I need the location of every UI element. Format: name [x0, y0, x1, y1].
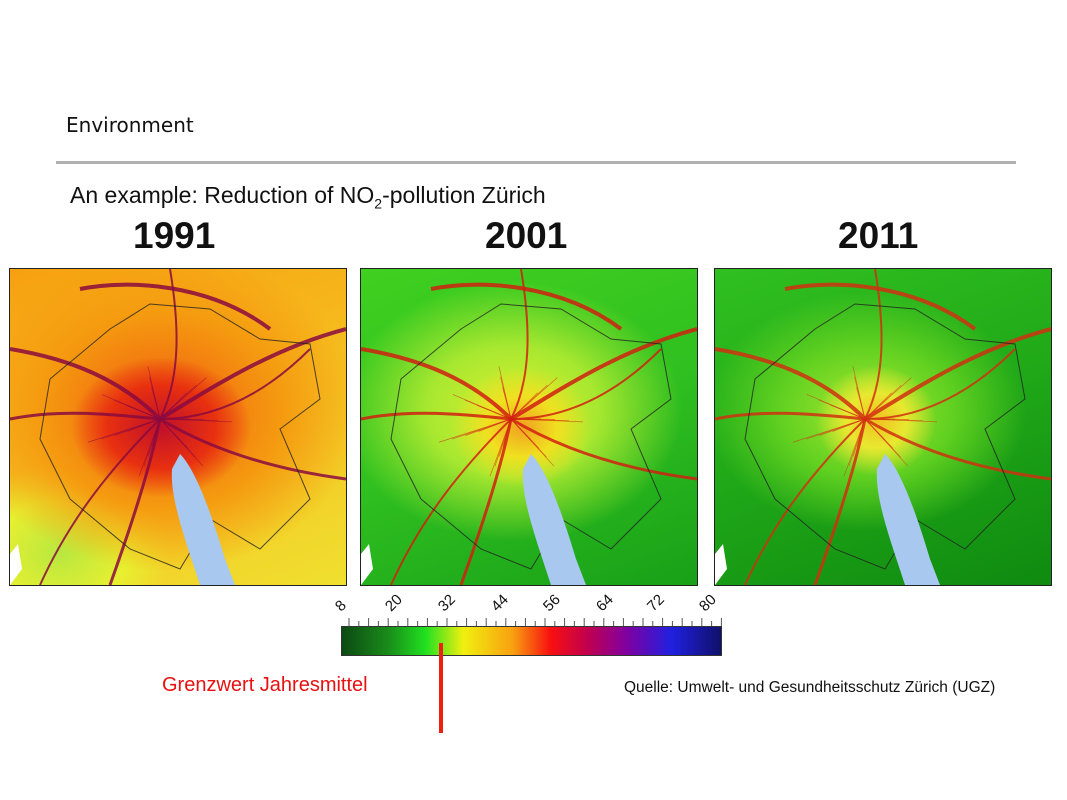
map-2001	[360, 268, 698, 586]
street	[792, 418, 866, 443]
road	[361, 411, 512, 421]
street	[159, 377, 207, 420]
road	[784, 282, 977, 331]
road	[864, 417, 1051, 481]
colorbar-tick-label: 80	[695, 591, 720, 615]
street	[101, 394, 161, 420]
year-label-2001: 2001	[485, 215, 568, 256]
road	[430, 282, 623, 331]
colorbar-tick-label: 72	[643, 591, 668, 615]
street	[864, 418, 909, 467]
street	[806, 394, 866, 420]
colorbar-tick-label: 44	[487, 591, 512, 615]
road	[159, 269, 178, 420]
colorbar-tick-label: 56	[539, 591, 564, 615]
street	[498, 366, 512, 420]
street	[438, 418, 512, 443]
no-data-area	[10, 544, 22, 585]
district-border	[39, 303, 321, 570]
street	[159, 418, 204, 467]
road	[10, 411, 161, 421]
slide-subtitle: An example: Reduction of NO2-pollution Z…	[70, 182, 546, 212]
header-divider	[56, 161, 1016, 164]
section-title: Environment	[66, 113, 194, 137]
road	[159, 348, 311, 420]
map-overlay	[715, 269, 1051, 585]
road	[715, 411, 866, 421]
colorbar-ticks	[348, 618, 722, 626]
street	[87, 418, 161, 443]
limit-label: Grenzwert Jahresmittel	[162, 674, 368, 696]
map-overlay	[10, 269, 346, 585]
road	[159, 417, 346, 481]
street	[510, 418, 583, 423]
year-label-1991: 1991	[133, 215, 216, 256]
street	[843, 418, 866, 477]
colorbar-tick-label: 8	[331, 597, 350, 615]
road	[108, 418, 162, 585]
street	[489, 418, 512, 477]
road	[864, 348, 1016, 420]
source-credit: Quelle: Umwelt- und Gesundheitsschutz Zü…	[624, 679, 996, 696]
street	[852, 366, 866, 420]
district-border	[390, 303, 672, 570]
lake	[522, 454, 586, 585]
road	[813, 418, 867, 585]
no-data-area	[715, 544, 727, 585]
subtitle-prefix: An example: Reduction of NO	[70, 182, 375, 208]
road	[79, 282, 272, 331]
road	[459, 418, 513, 585]
road	[390, 418, 512, 585]
limit-marker-line	[439, 643, 443, 733]
lake	[171, 454, 235, 585]
road	[39, 418, 161, 585]
street	[452, 394, 512, 420]
road	[510, 348, 662, 420]
map-overlay	[361, 269, 697, 585]
road	[510, 269, 529, 420]
map-1991	[9, 268, 347, 586]
road	[510, 417, 697, 481]
subtitle-suffix: -pollution Zürich	[382, 182, 546, 208]
colorbar-tick-label: 64	[592, 591, 617, 615]
colorbar	[341, 626, 722, 656]
year-label-2011: 2011	[838, 215, 919, 256]
colorbar-tick-label: 32	[434, 591, 459, 615]
no-data-area	[361, 544, 373, 585]
street	[864, 377, 912, 420]
street	[159, 418, 232, 423]
subtitle-subscript: 2	[374, 195, 383, 212]
district-border	[744, 303, 1026, 570]
colorbar-tick-label: 20	[381, 591, 406, 615]
street	[147, 366, 161, 420]
lake	[876, 454, 940, 585]
map-2011	[714, 268, 1052, 586]
street	[510, 377, 558, 420]
street	[138, 418, 161, 477]
street	[510, 418, 555, 467]
street	[864, 418, 937, 423]
road	[864, 269, 883, 420]
road	[744, 418, 866, 585]
